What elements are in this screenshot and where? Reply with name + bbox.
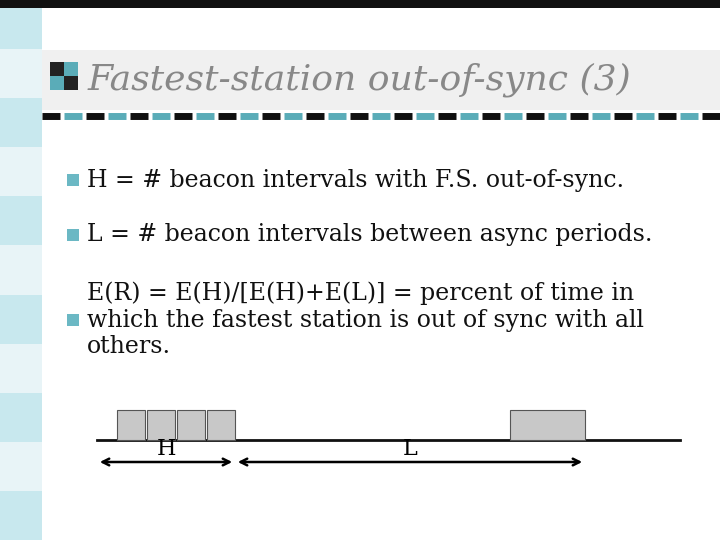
Text: H = # beacon intervals with F.S. out-of-sync.: H = # beacon intervals with F.S. out-of-… (87, 168, 624, 192)
Bar (0, 0, 720, 8)
Bar (50, 62, 64, 76)
Bar (177, 410, 205, 440)
Bar (207, 410, 235, 440)
Bar (0, 98, 42, 147)
Bar (42, 8, 720, 50)
Bar (0, 343, 42, 393)
Bar (67, 174, 79, 186)
Bar (0, 147, 42, 197)
Bar (0, 197, 42, 246)
Bar (64, 76, 78, 90)
Bar (42, 50, 720, 110)
Bar (510, 410, 585, 440)
Bar (67, 314, 79, 326)
Bar (0, 393, 42, 442)
Bar (0, 294, 42, 343)
Text: L: L (402, 438, 418, 460)
Bar (0, 442, 42, 491)
Bar (0, 49, 42, 98)
Bar (147, 410, 175, 440)
Text: H: H (156, 438, 176, 460)
Bar (64, 62, 78, 76)
Bar (117, 410, 145, 440)
Bar (0, 0, 42, 49)
Text: Fastest-station out-of-sync (3): Fastest-station out-of-sync (3) (88, 63, 631, 97)
Bar (42, 120, 720, 540)
Text: E(R) = E(H)/[E(H)+E(L)] = percent of time in
which the fastest station is out of: E(R) = E(H)/[E(H)+E(L)] = percent of tim… (87, 282, 644, 359)
Bar (0, 246, 42, 294)
Bar (67, 229, 79, 241)
Bar (50, 76, 64, 90)
Bar (0, 491, 42, 540)
Text: L = # beacon intervals between async periods.: L = # beacon intervals between async per… (87, 224, 652, 246)
